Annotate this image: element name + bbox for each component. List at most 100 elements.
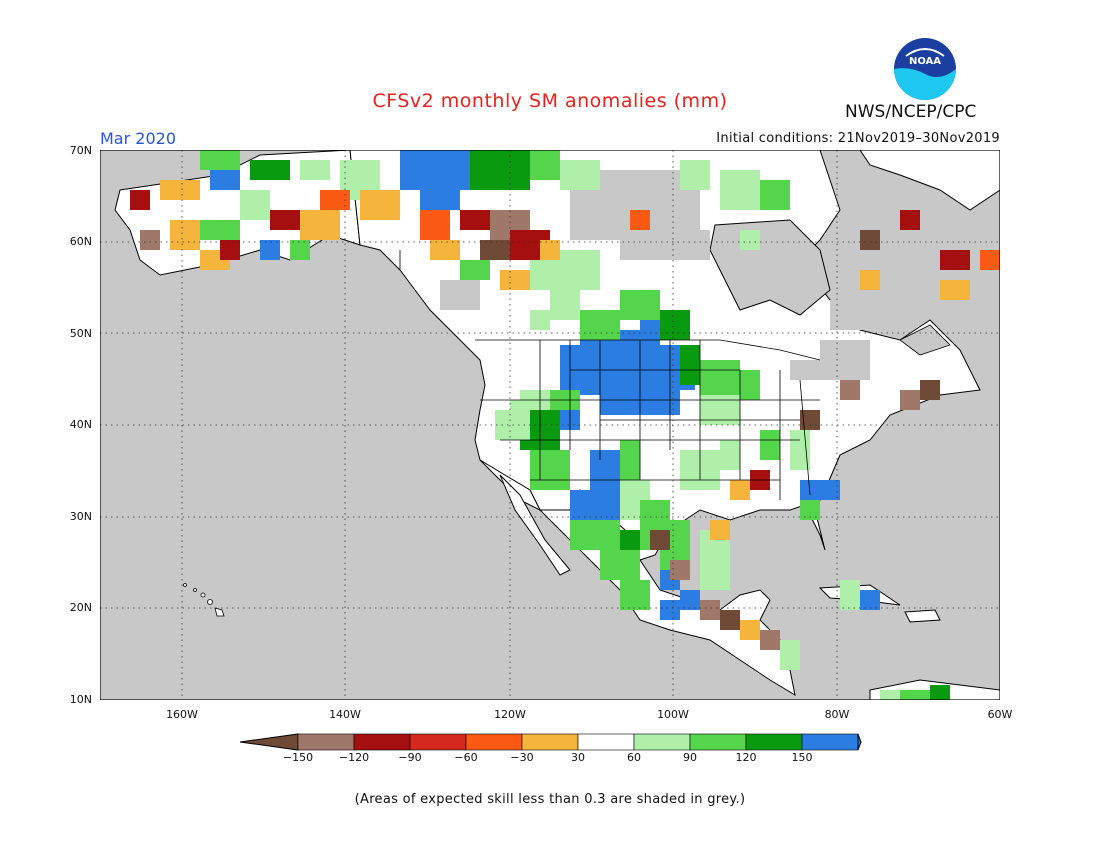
lon-label-120w: 120W [494, 708, 526, 721]
anomaly-cell [740, 620, 760, 640]
lat-label-60n: 60N [69, 235, 92, 248]
anomaly-cell [660, 310, 690, 340]
anomaly-cell [700, 395, 740, 425]
anomaly-cell [760, 180, 790, 210]
lat-label-30n: 30N [69, 510, 92, 523]
anomaly-cell [290, 240, 310, 260]
anomaly-cell [740, 370, 760, 400]
anomaly-cell [640, 320, 660, 340]
colorbar-swatch [297, 733, 355, 751]
anomaly-cell [260, 240, 280, 260]
anomaly-cell [700, 360, 740, 400]
anomaly-cell [140, 230, 160, 250]
colorbar-swatch [689, 733, 747, 751]
anomaly-cell [460, 210, 490, 230]
anomaly-cell [600, 550, 640, 580]
anomaly-cell [240, 190, 270, 220]
anomaly-cell [740, 230, 760, 250]
graticule [100, 150, 1000, 700]
colorbar-tick: −30 [510, 751, 534, 764]
colorbar-left-arrow [240, 733, 299, 751]
anomaly-cell [760, 430, 780, 460]
anomaly-cell [470, 150, 530, 190]
anomaly-cell [680, 590, 700, 610]
lon-label-80w: 80W [824, 708, 850, 721]
colorbar-swatch [745, 733, 803, 751]
anomaly-cell [300, 210, 340, 240]
anomaly-cell [420, 210, 450, 240]
anomaly-cell [900, 210, 920, 230]
anomaly-cell [250, 160, 290, 180]
anomaly-cell [560, 160, 600, 190]
anomaly-cell [550, 290, 580, 320]
noaa-logo-text: NOAA [909, 56, 941, 67]
anomaly-cell [860, 270, 880, 290]
lat-label-70n: 70N [69, 144, 92, 157]
colorbar-swatch [801, 733, 859, 751]
anomaly-cell [940, 250, 970, 270]
anomaly-cell [820, 480, 840, 500]
anomaly-cell [530, 260, 560, 290]
colorbar-swatch [577, 733, 635, 751]
anomaly-cell [710, 520, 730, 540]
anomaly-cell [540, 240, 560, 260]
colorbar-right-arrow [857, 733, 862, 751]
colorbar-swatch [409, 733, 467, 751]
skill-footnote: (Areas of expected skill less than 0.3 a… [354, 792, 746, 807]
anomaly-cell [420, 190, 460, 210]
anomaly-cell [500, 270, 530, 290]
anomaly-cell [530, 150, 560, 180]
anomaly-cell [620, 530, 640, 550]
colorbar-tick: −150 [282, 751, 314, 764]
anomaly-cell [400, 150, 470, 190]
noaa-logo-icon: NOAA [894, 38, 956, 100]
colorbar-tick: 30 [571, 751, 585, 764]
colorbar-tick: −60 [454, 751, 478, 764]
anomaly-cell [570, 520, 620, 550]
anomaly-cell [460, 260, 490, 280]
anomaly-cell [760, 630, 780, 650]
anomaly-cell [860, 230, 880, 250]
anomaly-cell [840, 580, 860, 610]
anomaly-cell [480, 240, 510, 260]
anomaly-cell [660, 600, 680, 620]
anomaly-cell [320, 190, 350, 210]
colorbar-tick: 60 [627, 751, 641, 764]
lat-label-10n: 10N [69, 693, 92, 706]
anomaly-cell [780, 640, 800, 670]
anomaly-cell [930, 685, 950, 700]
anomaly-cell [900, 690, 930, 700]
anomaly-cell [620, 580, 650, 610]
gulf-st-lawrence [899, 324, 951, 356]
anomaly-cell [160, 180, 200, 200]
colorbar-swatch [633, 733, 691, 751]
political-boundaries [399, 250, 821, 500]
anomaly-cell [130, 190, 150, 210]
lat-label-50n: 50N [69, 327, 92, 340]
anomaly-cell [210, 170, 240, 190]
anomaly-cell [570, 490, 590, 520]
lon-label-60w: 60W [987, 708, 1013, 721]
anomaly-cell [860, 590, 880, 610]
hawaii-islands [183, 583, 225, 617]
anomaly-cell [980, 250, 1000, 270]
soil-moisture-map [100, 150, 1000, 700]
colorbar-swatch [353, 733, 411, 751]
colorbar-tick: −90 [398, 751, 422, 764]
lon-label-100w: 100W [657, 708, 689, 721]
anomaly-cell [270, 210, 300, 230]
initial-conditions: Initial conditions: 21Nov2019–30Nov2019 [716, 131, 1000, 146]
anomaly-cell [720, 440, 740, 470]
anomaly-cell [300, 160, 330, 180]
colorbar-tick: 150 [791, 751, 813, 764]
anomaly-cell [680, 160, 710, 190]
colorbar-swatch [521, 733, 579, 751]
anomaly-cell [900, 390, 920, 410]
map-title: CFSv2 monthly SM anomalies (mm) [372, 90, 728, 112]
anomaly-cell [200, 220, 240, 240]
anomaly-cell [590, 450, 620, 520]
anomaly-cell [495, 410, 515, 440]
anomaly-cell [530, 310, 550, 330]
anomaly-cell [920, 380, 940, 400]
colorbar-swatch [465, 733, 523, 751]
